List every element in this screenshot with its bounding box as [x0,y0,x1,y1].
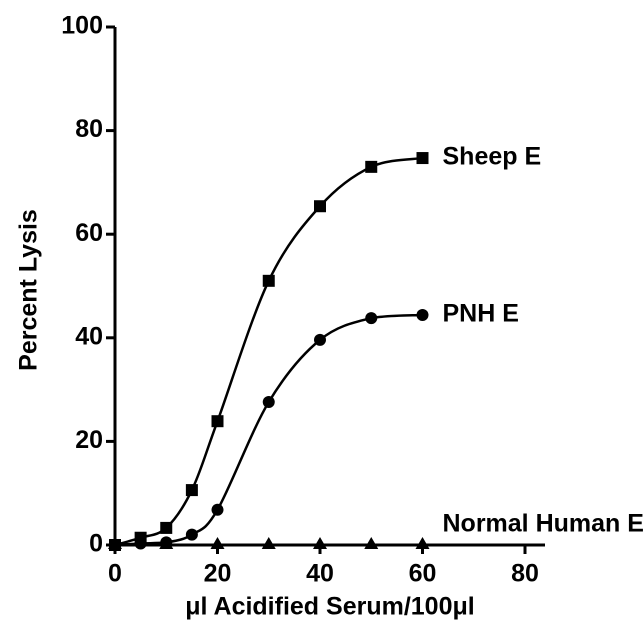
marker [262,396,275,409]
marker [314,333,326,346]
marker [134,537,147,550]
y-tick-label: 100 [61,12,103,40]
series-label: Normal Human E [443,510,644,538]
series-label: PNH E [443,300,519,328]
x-tick-label: 0 [108,560,122,588]
series-line [114,156,423,547]
marker [313,537,327,549]
marker [416,309,429,322]
y-tick-label: 60 [75,219,103,247]
marker [160,521,173,534]
x-axis-label: μl Acidified Serum/100μl [185,593,474,621]
marker [159,537,174,549]
y-tick-label: 80 [75,115,103,143]
marker [211,415,224,428]
marker [365,160,378,173]
x-tick-label: 80 [511,560,539,588]
series-line [114,313,423,547]
y-tick-label: 20 [75,426,103,454]
series-label: Sheep E [443,143,542,171]
marker [185,484,198,497]
marker [261,537,276,549]
marker [211,503,224,516]
x-tick-label: 40 [306,560,334,588]
marker [415,537,430,549]
marker [364,537,379,549]
y-axis-label: Percent Lysis [15,209,43,371]
marker [314,200,326,213]
x-tick-label: 60 [409,560,437,588]
x-tick-label: 20 [204,560,232,588]
marker [185,528,198,541]
marker [262,274,275,287]
marker [108,537,122,549]
marker [365,312,378,325]
marker [416,152,429,165]
marker [210,537,225,549]
y-tick-label: 0 [89,530,103,558]
y-tick-label: 40 [75,322,103,350]
